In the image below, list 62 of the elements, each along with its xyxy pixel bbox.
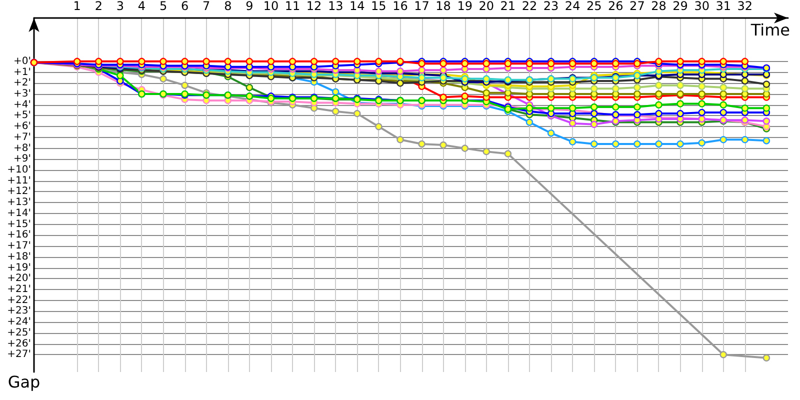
x-tick-label: 1 xyxy=(73,0,81,13)
x-tick-label: 15 xyxy=(371,0,386,13)
y-tick-label: +16' xyxy=(7,230,31,241)
x-tick-label: 16 xyxy=(392,0,408,13)
x-tick-label: 21 xyxy=(500,0,516,13)
y-tick-label: +26' xyxy=(7,338,31,350)
y-tick-label: +17' xyxy=(7,240,31,252)
x-tick-label: 9 xyxy=(246,0,254,13)
y-tick-label: +4' xyxy=(14,99,31,110)
x-tick-label: 23 xyxy=(543,0,559,13)
y-tick-label: +7' xyxy=(14,132,31,143)
x-axis-title: Time xyxy=(750,20,790,40)
y-tick-label: +24' xyxy=(7,316,31,328)
y-tick-label: +19' xyxy=(7,262,31,274)
y-tick-label: +14' xyxy=(7,208,31,219)
x-tick-label: 14 xyxy=(350,0,365,13)
y-tick-label: +0' xyxy=(14,56,31,67)
y-tick-label: +3' xyxy=(14,88,31,100)
x-tick-label: 27 xyxy=(630,0,645,13)
y-tick-label: +12' xyxy=(7,186,31,198)
y-tick-label: +27' xyxy=(7,349,31,360)
x-tick-label: 8 xyxy=(224,0,232,13)
x-tick-label: 3 xyxy=(116,0,124,13)
x-tick-label: 22 xyxy=(522,0,538,13)
y-tick-label: +6' xyxy=(14,121,31,132)
y-tick-label: +22' xyxy=(7,294,31,306)
y-axis-title: Gap xyxy=(8,372,40,392)
x-tick-label: 31 xyxy=(716,0,732,13)
y-tick-label: +10' xyxy=(7,164,31,176)
y-tick-label: +21' xyxy=(7,284,31,295)
x-tick-label: 6 xyxy=(180,0,189,13)
x-tick-label: 20 xyxy=(478,0,494,13)
x-tick-label: 13 xyxy=(328,0,344,13)
x-tick-label: 30 xyxy=(694,0,710,13)
x-tick-label: 26 xyxy=(608,0,624,13)
y-tick-label: +13' xyxy=(7,197,31,208)
x-tick-label: 4 xyxy=(138,0,146,13)
x-tick-label: 11 xyxy=(284,0,300,13)
y-tick-label: +11' xyxy=(7,175,31,186)
x-tick-label: 28 xyxy=(651,0,666,13)
y-tick-label: +2' xyxy=(14,78,31,89)
y-tick-label: +1' xyxy=(14,66,31,78)
x-tick-label: 18 xyxy=(436,0,451,13)
x-tick-label: 29 xyxy=(672,0,688,13)
y-tick-label: +20' xyxy=(7,273,31,284)
x-tick-label: 17 xyxy=(414,0,430,13)
x-tick-label: 5 xyxy=(159,0,168,13)
x-tick-label: 32 xyxy=(737,0,753,13)
y-tick-label: +23' xyxy=(7,306,31,317)
y-tick-label: +25' xyxy=(7,327,31,338)
x-tick-label: 19 xyxy=(457,0,472,13)
x-tick-label: 24 xyxy=(564,0,580,13)
y-tick-label: +18' xyxy=(7,251,31,262)
y-tick-label: +15' xyxy=(7,218,31,230)
x-tick-label: 12 xyxy=(306,0,322,13)
x-tick-label: 2 xyxy=(94,0,102,13)
x-tick-label: 7 xyxy=(202,0,210,13)
x-tick-label: 10 xyxy=(263,0,279,13)
y-tick-label: +8' xyxy=(14,142,31,154)
y-tick-label: +9' xyxy=(14,154,31,165)
x-tick-label: 25 xyxy=(586,0,602,13)
y-tick-label: +5' xyxy=(14,110,31,122)
